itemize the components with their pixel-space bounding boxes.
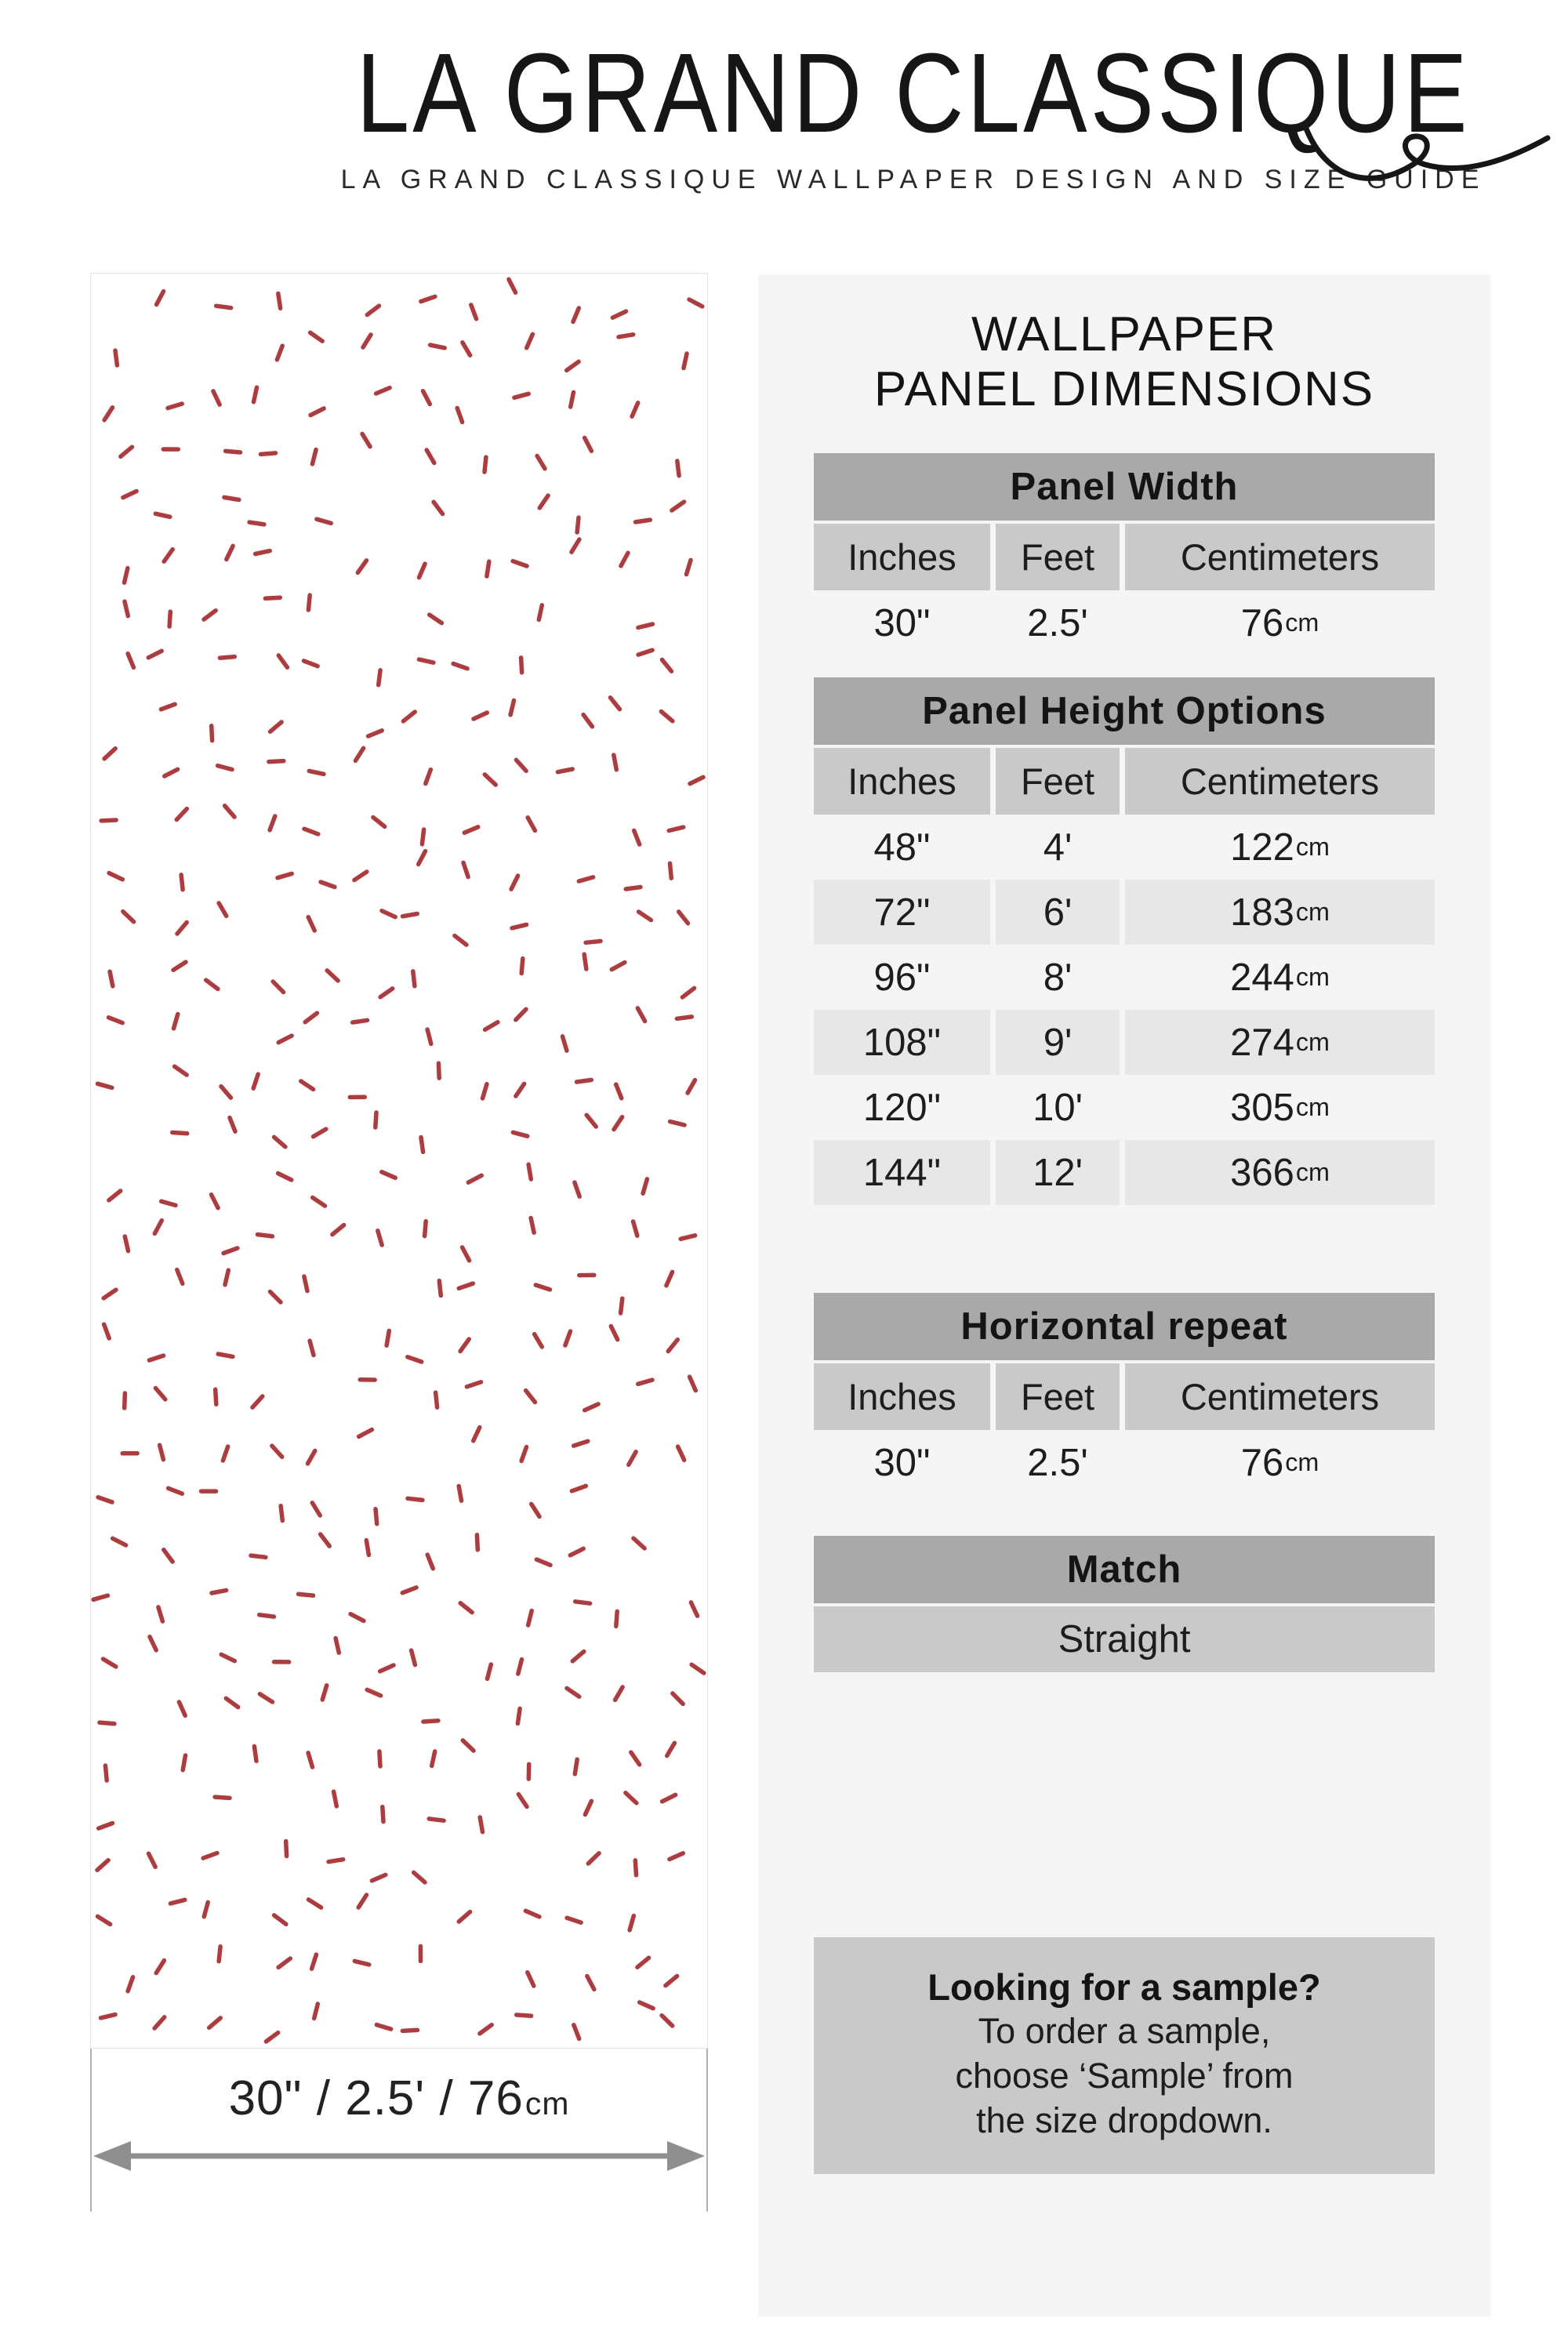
horizontal-repeat-column-headers: Inches Feet Centimeters <box>814 1363 1435 1430</box>
column-header-feet: Feet <box>996 1363 1120 1430</box>
panel-width-column-headers: Inches Feet Centimeters <box>814 524 1435 590</box>
table-row: 144" 12' 366 cm <box>814 1140 1435 1205</box>
dimensions-tables: Panel Width Inches Feet Centimeters 30" … <box>814 453 1435 2174</box>
column-header-feet: Feet <box>996 748 1120 815</box>
measure-tick-right <box>706 2049 708 2212</box>
measure-tick-left <box>90 2049 92 2212</box>
table-row: 72" 6' 183 cm <box>814 880 1435 945</box>
panel-width-cm: 76 cm <box>1240 601 1319 644</box>
column-header-centimeters: Centimeters <box>1125 524 1435 590</box>
column-header-inches: Inches <box>814 1363 990 1430</box>
wallpaper-pattern <box>90 273 708 2049</box>
section-title-match: Match <box>814 1536 1435 1603</box>
match-value: Straight <box>814 1606 1435 1672</box>
panel-width-label: 30" / 2.5' / 76cm <box>228 2071 570 2125</box>
header-subtitle: LA GRAND CLASSIQUE WALLPAPER DESIGN AND … <box>340 165 1486 194</box>
wallpaper-preview: 30" / 2.5' / 76cm <box>90 273 708 2252</box>
dimensions-panel: WALLPAPER PANEL DIMENSIONS Panel Width I… <box>758 274 1490 2317</box>
header: LA GRAND CLASSIQUE LA GRAND CLASSIQUE WA… <box>259 24 1568 195</box>
brand-title: LA GRAND CLASSIQUE <box>356 30 1471 156</box>
table-row: 96" 8' 244 cm <box>873 956 1330 999</box>
panel-width-inches: 30" <box>873 601 931 644</box>
panel-height-column-headers: Inches Feet Centimeters <box>814 748 1435 815</box>
panel-width-feet: 2.5' <box>1027 601 1088 644</box>
column-header-centimeters: Centimeters <box>1125 748 1435 815</box>
section-title-panel-width: Panel Width <box>814 453 1435 521</box>
horizontal-repeat-row: 30" 2.5' 76 cm <box>873 1441 1319 1484</box>
column-header-inches: Inches <box>814 524 990 590</box>
table-row: 120" 10' 305 cm <box>862 1086 1330 1129</box>
sample-info-box: Looking for a sample? To order a sample,… <box>814 1937 1435 2174</box>
double-arrow-icon <box>93 2141 705 2171</box>
width-measure: 30" / 2.5' / 76cm <box>90 2049 708 2252</box>
column-header-inches: Inches <box>814 748 990 815</box>
sprinkle-pattern-svg <box>91 277 706 2044</box>
column-header-centimeters: Centimeters <box>1125 1363 1435 1430</box>
panel-width-row: 30" 2.5' 76 cm <box>814 590 1435 655</box>
panel-width-label-unit: cm <box>524 2085 570 2122</box>
column-header-feet: Feet <box>996 524 1120 590</box>
table-row: 48" 4' 122 cm <box>873 826 1330 869</box>
table-row: 108" 9' 274 cm <box>814 1010 1435 1075</box>
panel-heading: WALLPAPER PANEL DIMENSIONS <box>873 307 1375 416</box>
section-title-panel-height: Panel Height Options <box>814 677 1435 745</box>
sample-title: Looking for a sample? <box>927 1966 1321 2008</box>
title-q-swash-flourish <box>1303 125 1551 181</box>
section-title-horizontal-repeat: Horizontal repeat <box>814 1293 1435 1360</box>
